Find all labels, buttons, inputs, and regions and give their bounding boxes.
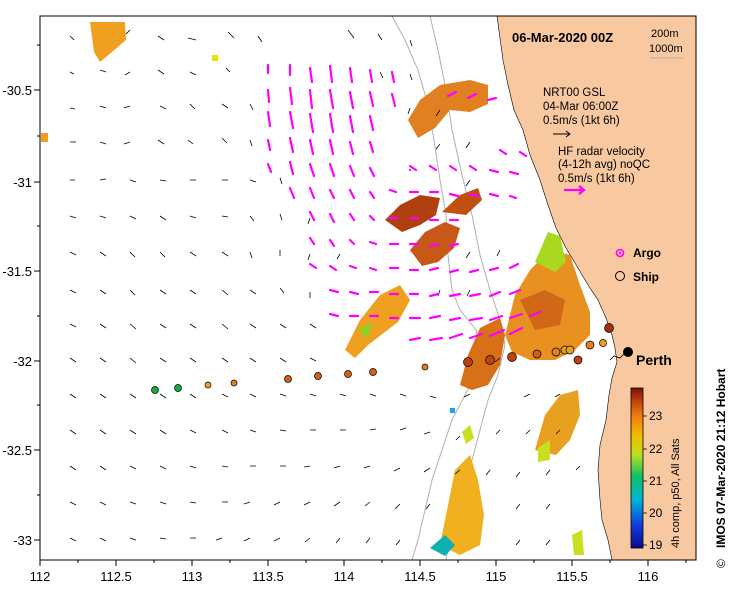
- copyright-symbol: ©: [714, 559, 728, 568]
- y-tick-label: -30.5: [2, 83, 32, 98]
- plot-frame: [39, 15, 697, 561]
- colorbar-tick-label: 21: [649, 474, 663, 488]
- hf-legend-title: HF radar velocity: [558, 146, 645, 158]
- colorbar-tick-label: 19: [649, 538, 663, 552]
- colorbar-tick-label: 22: [649, 442, 663, 456]
- colorbar-tick-label: 20: [649, 506, 663, 520]
- colorbar: [630, 387, 644, 549]
- x-tick-label: 115: [486, 569, 507, 584]
- gsl-vectors: [69, 29, 581, 546]
- colorbar-tick-label: 23: [649, 409, 663, 423]
- y-tick-label: -32.5: [2, 443, 32, 458]
- gsl-legend-title: NRT00 GSL: [543, 87, 606, 99]
- y-tick-label: -31.5: [2, 264, 32, 279]
- x-tick-label: 113: [182, 569, 203, 584]
- gsl-legend-scale: 0.5m/s (1kt 6h): [543, 115, 620, 127]
- hf-radar-vectors: [266, 63, 542, 342]
- y-tick-label: -31: [13, 175, 32, 190]
- x-tick-label: 112.5: [100, 569, 132, 584]
- gsl-legend-arrow-icon: [553, 130, 571, 138]
- y-tick-label: -33: [13, 533, 32, 548]
- hf-legend-arrow-icon: [564, 185, 586, 195]
- argo-legend-dot: [618, 251, 622, 255]
- gsl-legend-date: 04-Mar 06:00Z: [543, 101, 618, 113]
- contour-label-1000m: 1000m: [649, 43, 683, 55]
- colorbar-label: 4h comp, p50, All Sats: [670, 438, 682, 548]
- x-tick-label: 114.5: [404, 569, 436, 584]
- argo-legend-icon: [615, 248, 625, 258]
- y-axis-ticks: [34, 44, 40, 541]
- contour-label-200m: 200m: [651, 28, 679, 40]
- map-title: 06-Mar-2020 00Z: [512, 30, 613, 45]
- sst-patches: [41, 22, 590, 556]
- x-tick-label: 113.5: [252, 569, 284, 584]
- place-label-perth: Perth: [636, 352, 672, 368]
- perth-marker: [623, 347, 633, 357]
- ship-track: [151, 323, 614, 394]
- y-tick-label: -32: [13, 354, 32, 369]
- colorbar-ticks: [643, 415, 647, 546]
- hf-legend-scale: 0.5m/s (1kt 6h): [558, 173, 635, 185]
- perth-river: [609, 351, 627, 361]
- argo-legend-label: Argo: [633, 246, 661, 260]
- x-tick-label: 115.5: [556, 569, 588, 584]
- x-tick-label: 114: [334, 569, 355, 584]
- credit-text: IMOS 07-Mar-2020 21:12 Hobart: [714, 369, 728, 548]
- hf-legend-avg: (4-12h avg) noQC: [558, 159, 650, 171]
- x-tick-label: 112: [30, 569, 51, 584]
- x-axis-ticks: [39, 560, 687, 566]
- ship-legend-icon: [615, 271, 625, 281]
- x-tick-label: 116: [638, 569, 659, 584]
- ship-legend-label: Ship: [633, 270, 659, 284]
